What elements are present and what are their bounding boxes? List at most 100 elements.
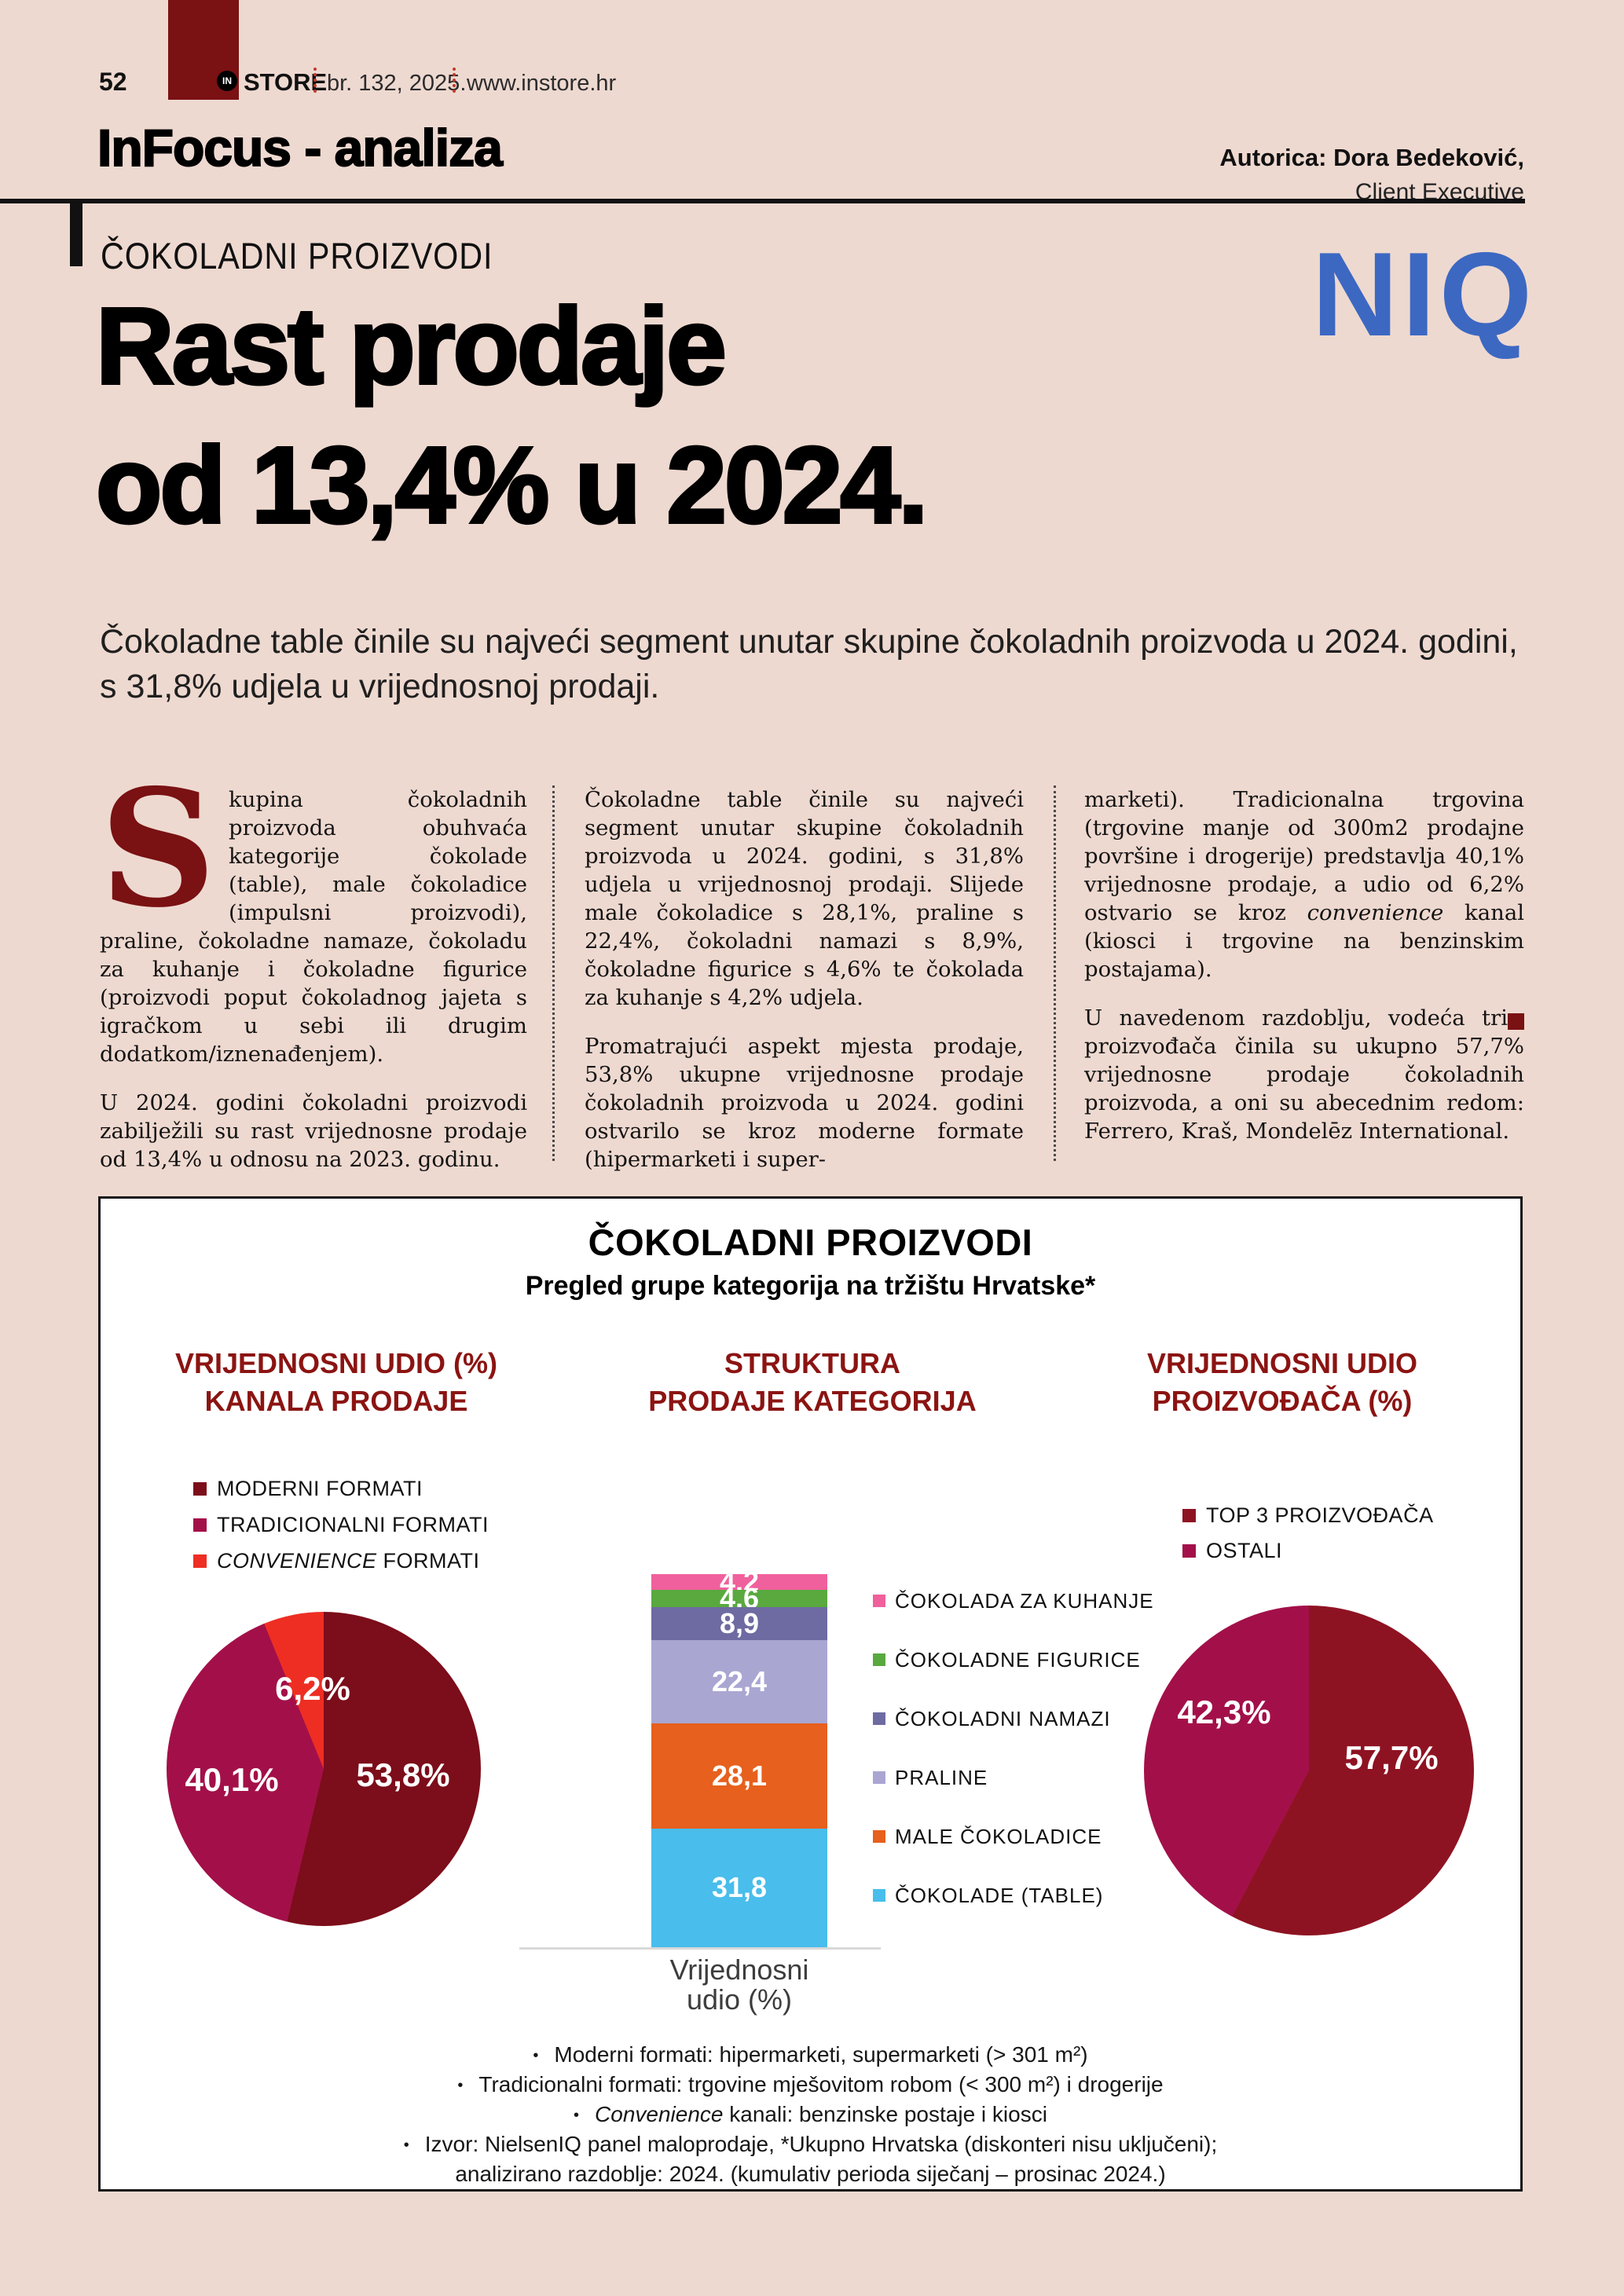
middle-chart-header: STRUKTURA PRODAJE KATEGORIJA (592, 1345, 1032, 1420)
pie-value-label: 6,2% (275, 1670, 350, 1707)
kicker: ČOKOLADNI PROIZVODI (101, 235, 493, 276)
chart-panel: ČOKOLADNI PROIZVODI Pregled grupe katego… (98, 1196, 1523, 2192)
legend-swatch (873, 1830, 885, 1843)
bullet-icon: • (533, 2047, 539, 2064)
manufacturers-legend: TOP 3 PROIZVOĐAČA OSTALI (1182, 1502, 1434, 1564)
bullet-icon: • (403, 2137, 409, 2154)
footnote: • Tradicionalni formati: trgovine mješovi… (457, 2074, 1163, 2096)
website-url: www.instore.hr (467, 71, 617, 96)
legend-item: PRALINE (873, 1765, 1154, 1790)
legend-item: MODERNI FORMATI (193, 1475, 489, 1502)
legend-label: TOP 3 PROIZVOĐAČA (1206, 1503, 1434, 1527)
bar-segment: 22,4 (651, 1640, 827, 1724)
legend-label-text: FORMATI (376, 1548, 480, 1573)
channels-legend: MODERNI FORMATI TRADICIONALNI FORMATI CO… (193, 1475, 489, 1574)
legend-swatch (1182, 1508, 1196, 1522)
legend-label: ČOKOLADNE FIGURICE (895, 1647, 1141, 1672)
right-chart-header-line1: VRIJEDNOSNI UDIO (1146, 1347, 1418, 1379)
legend-swatch (873, 1653, 885, 1666)
footnote: analizirano razdoblje: 2024. (kumulativ … (455, 2163, 1165, 2185)
masthead-separator (453, 68, 456, 93)
manufacturers-pie-chart (1144, 1606, 1474, 1935)
bullet-icon: • (574, 2107, 580, 2124)
header-rule (0, 199, 1525, 203)
bar-axis-label-line1: Vrijednosni (669, 1954, 809, 1986)
paragraph-text: kanal (kiosci i trgovine na benzinskim p… (1084, 900, 1525, 982)
legend-item: ČOKOLADNI NAMAZI (873, 1706, 1154, 1731)
footnote-text-italic: Convenience (595, 2102, 724, 2126)
end-of-article-mark (1508, 1013, 1524, 1030)
legend-item: MALE ČOKOLADICE (873, 1824, 1154, 1849)
section-title: InFocus - analiza (97, 118, 504, 178)
legend-label: TRADICIONALNI FORMATI (217, 1512, 489, 1536)
legend-swatch (1182, 1543, 1196, 1558)
legend-label: OSTALI (1206, 1538, 1283, 1562)
pie-value-label: 40,1% (185, 1761, 279, 1798)
bar-segment: 4,6 (651, 1584, 827, 1612)
legend-label: CONVENIENCE FORMATI (217, 1549, 480, 1573)
author-name: Autorica: Dora Bedeković, (1219, 144, 1524, 171)
author-block: Autorica: Dora Bedeković, Client Executi… (1219, 144, 1524, 206)
paragraph-text-italic: convenience (1307, 900, 1444, 925)
instore-logo-text: STORE (244, 68, 328, 96)
legend-swatch (193, 1518, 207, 1532)
issue-number: br. 132, 2025. (327, 71, 467, 96)
left-chart-header-line2: KANALA PRODAJE (204, 1385, 468, 1417)
kicker-bar (70, 203, 82, 266)
footnote-text: Tradicionalni formati: trgovine mješovit… (478, 2072, 1164, 2096)
bar-axis-label: Vrijednosni udio (%) (582, 1955, 896, 2015)
legend-label: ČOKOLADE (TABLE) (895, 1883, 1104, 1907)
bar-segment: 4,2 (651, 1567, 827, 1595)
legend-swatch (873, 1771, 885, 1784)
pie-value-label: 57,7% (1344, 1739, 1439, 1776)
footnote: • Izvor: NielsenIQ panel maloprodaje, *Uk… (404, 2133, 1217, 2156)
bar-segment: 31,8 (651, 1828, 827, 1947)
article-column-2: Čokoladne table činile su najveći segmen… (552, 785, 1056, 1172)
legend-item: TOP 3 PROIZVOĐAČA (1182, 1502, 1434, 1529)
paragraph: Čokoladne table činile su najveći segmen… (585, 787, 1024, 1010)
panel-subtitle: Pregled grupe kategorija na tržištu Hrva… (525, 1271, 1096, 1301)
bar-value-label: 22,4 (711, 1665, 768, 1698)
instore-logo-icon: IN (217, 71, 237, 91)
bar-value-label: 31,8 (711, 1871, 768, 1904)
panel-title: ČOKOLADNI PROIZVODI (588, 1221, 1033, 1263)
lead-line2: s 31,8% udjela u vrijednosnoj prodaji. (100, 668, 660, 705)
lead-line1: Čokoladne table činile su najveći segmen… (100, 623, 1518, 661)
panel-footnotes: • Moderni formati: hipermarketi, supermar… (101, 2044, 1520, 2185)
legend-label: ČOKOLADNI NAMAZI (895, 1706, 1111, 1730)
bar-segment: 8,9 (651, 1606, 827, 1641)
legend-item: ČOKOLADNE FIGURICE (873, 1647, 1154, 1672)
footnote-text: analizirano razdoblje: 2024. (kumulativ … (455, 2162, 1166, 2186)
article-title-line2: od 13,4% u 2024. (94, 425, 930, 546)
bar-value-label: 8,9 (719, 1606, 760, 1639)
article-title-line1: Rast prodaje (94, 286, 728, 407)
middle-chart-header-line1: STRUKTURA (724, 1347, 900, 1379)
footnote-text: kanali: benzinske postaje i kiosci (723, 2102, 1047, 2126)
legend-swatch (873, 1712, 885, 1725)
right-chart-header: VRIJEDNOSNI UDIO PROIZVOĐAČA (%) (1062, 1345, 1502, 1420)
legend-item: ČOKOLADE (TABLE) (873, 1883, 1154, 1908)
footnote: • Moderni formati: hipermarketi, supermar… (533, 2044, 1087, 2067)
footnote-text: Moderni formati: hipermarketi, supermark… (554, 2042, 1088, 2067)
niq-logo: NIQ (1311, 228, 1536, 361)
legend-label-italic: CONVENIENCE (217, 1548, 377, 1573)
legend-item: OSTALI (1182, 1537, 1434, 1564)
legend-item: TRADICIONALNI FORMATI (193, 1511, 489, 1538)
legend-label: PRALINE (895, 1765, 988, 1789)
category-legend: ČOKOLADA ZA KUHANJE ČOKOLADNE FIGURICE ČOK… (873, 1588, 1154, 1942)
footnote: • Convenience kanali: benzinske postaje i… (574, 2104, 1047, 2126)
category-bar-stack: 4,2 4,6 8,9 22,4 28,1 31,8 (651, 1567, 827, 1947)
legend-swatch (873, 1889, 885, 1902)
legend-label: MODERNI FORMATI (217, 1476, 423, 1500)
legend-swatch (873, 1595, 885, 1607)
left-chart-header-line1: VRIJEDNOSNI UDIO (%) (174, 1347, 498, 1379)
article-lead: Čokoladne table činile su najveći segmen… (100, 620, 1526, 709)
paragraph-text: kupina čokoladnih proizvoda obuhvaća kat… (100, 787, 527, 1067)
pie-value-label: 53,8% (356, 1756, 450, 1793)
legend-item: ČOKOLADA ZA KUHANJE (873, 1588, 1154, 1613)
right-chart-header-line2: PROIZVOĐAČA (%) (1152, 1385, 1413, 1417)
paragraph-text: marketi). Tradicionalna trgovina (trgovi… (1084, 787, 1524, 925)
